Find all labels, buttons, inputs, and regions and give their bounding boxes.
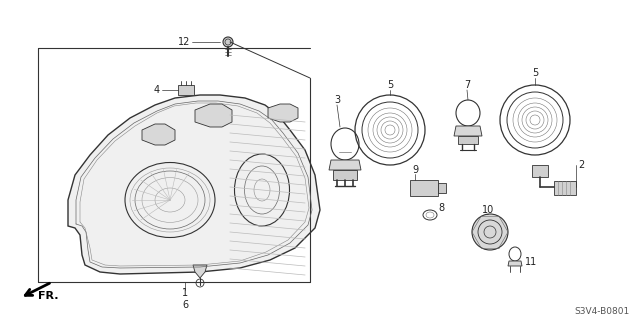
- Text: 4: 4: [154, 85, 160, 95]
- Text: 7: 7: [464, 80, 470, 90]
- Polygon shape: [554, 181, 576, 195]
- Text: 11: 11: [525, 257, 537, 267]
- Text: 9: 9: [412, 165, 418, 175]
- Polygon shape: [454, 126, 482, 136]
- Text: 12: 12: [178, 37, 190, 47]
- Text: 10: 10: [482, 205, 494, 215]
- Polygon shape: [178, 85, 194, 95]
- Text: 3: 3: [334, 95, 340, 105]
- Polygon shape: [508, 261, 522, 266]
- Polygon shape: [329, 160, 361, 170]
- Text: 5: 5: [387, 80, 393, 90]
- Text: S3V4-B0801: S3V4-B0801: [575, 308, 630, 316]
- Polygon shape: [410, 180, 438, 196]
- Polygon shape: [333, 170, 357, 180]
- Text: 5: 5: [532, 68, 538, 78]
- Text: 8: 8: [438, 203, 444, 213]
- Polygon shape: [438, 183, 446, 193]
- Text: 2: 2: [578, 160, 584, 170]
- Polygon shape: [68, 95, 320, 274]
- Polygon shape: [532, 165, 548, 177]
- Circle shape: [223, 37, 233, 47]
- Text: 6: 6: [182, 300, 188, 310]
- Circle shape: [472, 214, 508, 250]
- Text: FR.: FR.: [38, 291, 58, 301]
- Polygon shape: [193, 265, 207, 278]
- Polygon shape: [268, 104, 298, 122]
- Text: 1: 1: [182, 288, 188, 298]
- Polygon shape: [142, 124, 175, 145]
- Polygon shape: [195, 104, 232, 127]
- Polygon shape: [458, 136, 478, 144]
